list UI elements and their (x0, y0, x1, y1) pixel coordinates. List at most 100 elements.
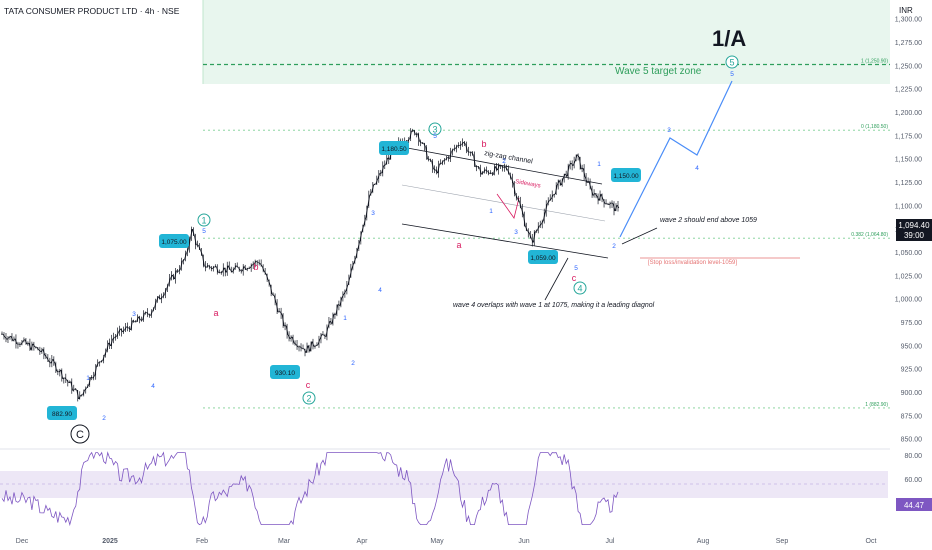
svg-text:5: 5 (729, 58, 734, 68)
candle-body (570, 162, 574, 166)
candle-body (261, 266, 265, 272)
candle-body (314, 345, 316, 347)
candle-body (206, 265, 209, 268)
candle-body (94, 365, 97, 376)
price-tick-label: 1,025.00 (895, 273, 922, 280)
big-wave-label: 1/A (712, 26, 746, 51)
candle-body (361, 224, 365, 232)
candle-body (590, 188, 594, 196)
candle-body (168, 278, 171, 285)
rsi-current-value: 44.47 (904, 501, 925, 510)
candle-body (124, 326, 127, 330)
sideways-zigzag (496, 193, 520, 219)
candle-body (532, 231, 536, 243)
candle-body (38, 349, 42, 353)
candle-body (48, 361, 52, 364)
candle-body (188, 238, 191, 249)
candle-body (12, 338, 16, 341)
fib-level-label: 0.382 (1,064.80) (851, 232, 888, 238)
svg-text:C: C (76, 429, 84, 441)
candle-body (265, 273, 269, 280)
candle-body (156, 296, 159, 302)
currency-label: INR (899, 6, 913, 15)
candle-body (425, 146, 428, 160)
price-tick-label: 1,100.00 (895, 203, 922, 210)
candle-body (365, 205, 369, 218)
candle-body (126, 326, 129, 329)
candle-body (608, 202, 612, 206)
candle-body (76, 389, 80, 400)
candle-body (240, 269, 243, 272)
candle-body (353, 257, 357, 264)
price-tick-label: 1,225.00 (895, 87, 922, 94)
minor-2-a: 2 (102, 415, 106, 422)
candle-body (194, 235, 197, 246)
candle-body (447, 156, 450, 159)
candle-body (363, 217, 367, 226)
candle-body (252, 263, 255, 266)
rsi-tick-label: 80.00 (904, 453, 922, 460)
candle-body (495, 166, 498, 171)
candle-body (273, 295, 277, 303)
candle-body (162, 294, 165, 298)
candle-body (289, 336, 293, 340)
wave-label-circle-2: 2 (302, 391, 316, 405)
price-box-930: 930.10 (270, 365, 300, 379)
price-tick-label: 1,250.00 (895, 63, 922, 70)
candle-body (256, 260, 259, 263)
candle-body (293, 342, 297, 345)
candle-body (174, 270, 177, 280)
candle-body (84, 387, 87, 391)
price-tick-label: 1,150.00 (895, 157, 922, 164)
wave5-target-zone (203, 0, 890, 84)
candle-body (210, 266, 213, 270)
svg-text:1,094.40: 1,094.40 (898, 221, 930, 230)
candle-body (467, 150, 470, 153)
candle-body (602, 199, 606, 204)
price-tick-label: 1,125.00 (895, 180, 922, 187)
wave2-note-pointer (621, 227, 658, 245)
candle-body (112, 336, 115, 340)
candle-body (180, 260, 183, 270)
time-tick-label: Oct (866, 538, 877, 545)
candle-body (560, 178, 564, 186)
candle-body (331, 314, 335, 324)
wave4-note: wave 4 overlaps with wave 1 at 1075, mak… (453, 302, 655, 309)
candle-body (311, 341, 315, 347)
candle-body (146, 312, 149, 315)
minor-3-proj: 3 (667, 127, 671, 134)
candle-body (78, 395, 82, 400)
candle-body (455, 145, 458, 149)
candle-body (44, 354, 48, 358)
candle-body (70, 381, 74, 391)
fib-level-label: 1 (1,250.90) (861, 58, 888, 64)
candle-body (68, 381, 71, 384)
price-tick-label: 975.00 (901, 320, 923, 327)
minor-wave-labels: 1 2 3 4 5 1 2 3 4 5 1 2 3 5 1 2 3 4 5 (86, 71, 734, 422)
candle-body (100, 360, 103, 363)
candle-body (509, 173, 512, 179)
price-box-1059: 1,059.00 (528, 250, 558, 264)
price-tick-label: 1,000.00 (895, 297, 922, 304)
candle-body (433, 168, 436, 171)
candle-body (507, 169, 510, 174)
candle-body (305, 345, 309, 353)
time-axis[interactable]: Dec 2025 Feb Mar Apr May Jun Jul Aug Sep Oct (16, 538, 877, 545)
candle-body (170, 274, 173, 279)
candle-body (269, 284, 273, 295)
candle-body (385, 157, 389, 165)
candle-body (574, 154, 578, 162)
candle-body (10, 336, 14, 341)
candle-body (319, 334, 323, 340)
svg-text:2: 2 (306, 394, 311, 404)
candle-body (511, 177, 514, 184)
candle-body (30, 343, 34, 350)
wave4-note-pointer (544, 257, 569, 301)
target-zone-label: Wave 5 target zone (615, 66, 702, 77)
time-tick-label: Jul (606, 538, 615, 545)
candle-body (275, 302, 279, 313)
candle-body (576, 154, 580, 158)
candle-body (232, 268, 235, 273)
